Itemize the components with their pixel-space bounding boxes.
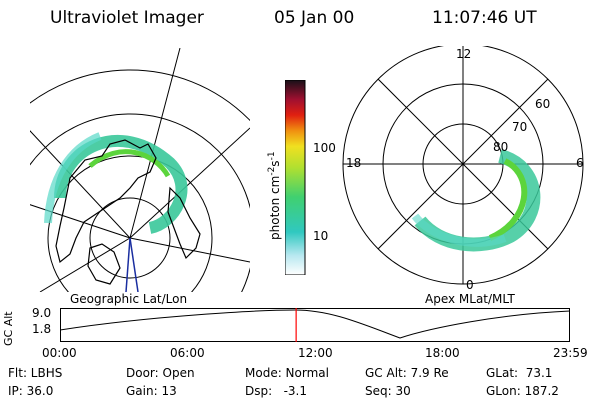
dsp-status: Dsp: -3.1	[245, 384, 308, 398]
geo-lon-line	[129, 127, 250, 239]
geo-lon-line	[39, 237, 131, 292]
auroral-oval-core	[488, 158, 528, 241]
geo-lon-line	[129, 237, 250, 263]
colorbar-unit-mid: s	[268, 160, 282, 167]
colorbar-unit-label: photon cm-2s-1	[267, 151, 282, 240]
mlat-label-80: 80	[493, 140, 509, 154]
gain-status: Gain: 13	[126, 384, 177, 398]
geo-lat-circle	[30, 69, 250, 122]
auroral-oval-core	[88, 149, 171, 178]
time-label: 11:07:46 UT	[432, 8, 537, 28]
orbit-track	[129, 237, 139, 292]
mode-status: Mode: Normal	[245, 366, 329, 380]
coastline	[167, 186, 201, 260]
alt-ytick-1.8: 1.8	[32, 322, 52, 336]
mlt-label-6: 6	[576, 156, 584, 170]
colorbar-tick-10: 10	[313, 229, 329, 243]
mlat-label-60: 60	[535, 97, 551, 111]
door-status: Door: Open	[126, 366, 195, 380]
colorbar-tick-100: 100	[313, 141, 336, 155]
alt-ylabel: GC Alt	[2, 311, 15, 346]
auroral-oval-edge	[411, 213, 507, 247]
geo-lon-line	[129, 48, 181, 239]
date-label: 05 Jan 00	[274, 8, 355, 28]
geo-lat-circle	[30, 113, 250, 292]
apex-panel-caption: Apex MLat/MLT	[425, 292, 515, 306]
altitude-curve	[60, 309, 570, 339]
alt-xtick-1200: 12:00	[298, 346, 333, 360]
seq-status: Seq: 30	[365, 384, 411, 398]
orbit-track	[125, 237, 131, 292]
glat-status: GLat: 73.1	[486, 366, 553, 380]
colorbar-unit-sup2: -1	[267, 151, 277, 161]
mlt-label-12: 12	[456, 47, 472, 61]
alt-xtick-1800: 18:00	[425, 346, 460, 360]
ip-status: IP: 36.0	[8, 384, 54, 398]
alt-xtick-0600: 06:00	[170, 346, 205, 360]
geo-lon-line	[30, 204, 131, 239]
geo-lat-circle	[89, 197, 171, 279]
colorbar	[285, 80, 306, 275]
auroral-oval	[54, 134, 188, 234]
geo-lon-line	[30, 130, 131, 239]
alt-ytick-9: 9.0	[32, 306, 52, 320]
altitude-plot	[60, 308, 570, 342]
alt-xtick-2359: 23:59	[553, 346, 588, 360]
glon-status: GLon: 187.2	[486, 384, 559, 398]
filter-status: Flt: LBHS	[8, 366, 63, 380]
altitude-plot-frame	[60, 308, 570, 342]
geo-panel-caption: Geographic Lat/Lon	[70, 292, 188, 306]
gc-alt-status: GC Alt: 7.9 Re	[365, 366, 449, 380]
apex-image-panel	[342, 46, 584, 285]
colorbar-unit-text: photon cm	[268, 175, 282, 240]
geographic-image-panel	[30, 48, 250, 292]
mlat-label-70: 70	[512, 120, 528, 134]
colorbar-unit-sup1: -2	[267, 166, 277, 176]
auroral-oval-edge	[44, 132, 102, 224]
instrument-title: Ultraviolet Imager	[50, 8, 204, 28]
coastline	[55, 139, 157, 264]
geo-lat-circle	[47, 155, 213, 292]
alt-xtick-0000: 00:00	[42, 346, 77, 360]
mlt-label-0: 0	[466, 278, 474, 292]
coastline	[87, 243, 121, 285]
mlt-label-18: 18	[346, 156, 362, 170]
